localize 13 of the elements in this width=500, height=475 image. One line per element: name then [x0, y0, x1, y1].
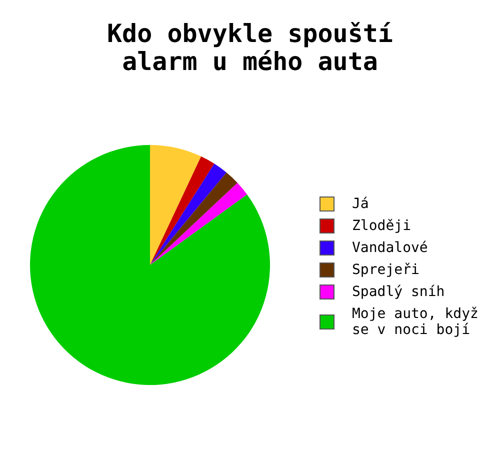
pie-slice [150, 182, 248, 265]
pie-slice [150, 145, 202, 265]
legend-label: Zloději [352, 218, 412, 234]
legend-label: Spadlý sníh [352, 284, 445, 300]
legend-label: Sprejeři [352, 262, 420, 278]
pie-slice [150, 164, 226, 265]
chart-title: Kdo obvykle spouští alarm u mého auta [107, 19, 393, 76]
legend-label: Vandalové [352, 240, 428, 256]
pie-slice [30, 145, 270, 385]
legend-label: Moje auto, když se v noci bojí [352, 306, 478, 338]
pie-slice [150, 156, 214, 265]
pie-slice [150, 172, 238, 265]
legend-label: Já [352, 196, 369, 212]
